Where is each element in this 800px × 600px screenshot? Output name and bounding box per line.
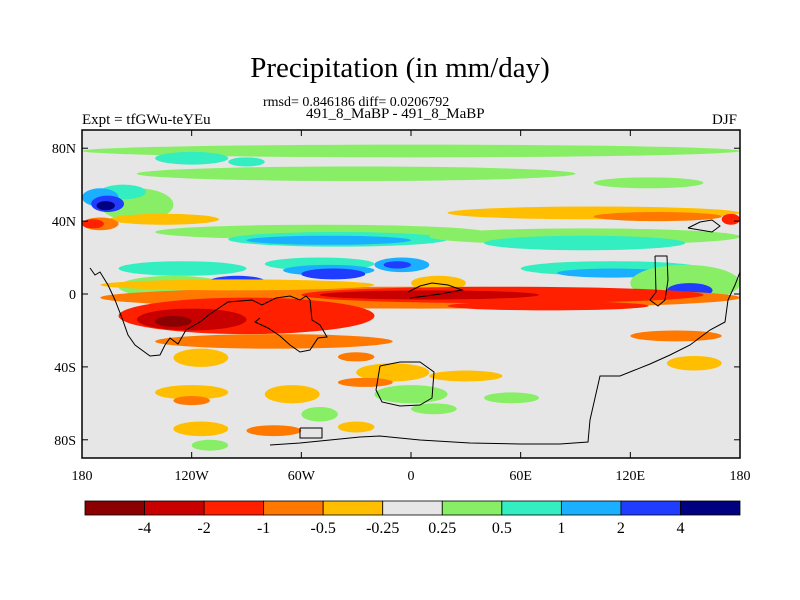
precip-region [447, 301, 649, 311]
precip-region [411, 403, 457, 415]
colorbar-label: 1 [557, 520, 565, 537]
coastline-antarctica [269, 271, 740, 446]
y-tick-label: 80N [52, 142, 76, 157]
precip-region [109, 213, 220, 225]
x-tick-label: 60E [509, 469, 532, 484]
x-tick-label: 0 [408, 469, 415, 484]
precip-region [593, 212, 722, 222]
coastline-island [375, 361, 435, 407]
precip-region [118, 261, 247, 276]
y-tick-label: 0 [69, 288, 76, 303]
precip-region [484, 392, 539, 404]
precip-contour-fill [82, 144, 740, 451]
colorbar-swatch [382, 500, 443, 516]
precip-region [82, 144, 740, 158]
colorbar-label: 4 [676, 520, 684, 537]
colorbar-label: -0.5 [311, 520, 336, 537]
precip-region [301, 268, 366, 280]
precip-region [246, 425, 302, 437]
y-tick-label: 40N [52, 215, 76, 230]
precip-region [484, 235, 686, 251]
precip-region [383, 261, 411, 269]
precip-region [96, 201, 115, 211]
colorbar-swatch [680, 500, 741, 516]
colorbar-swatch [501, 500, 562, 516]
precip-region [155, 385, 229, 400]
colorbar-label: 0.25 [428, 520, 456, 537]
plot-title: Precipitation (in mm/day) [250, 52, 550, 84]
x-tick-label: 180 [730, 469, 751, 484]
precip-region [666, 355, 722, 371]
coastline-aleutian [687, 219, 721, 233]
comparison-runs-label: 491_8_MaBP - 491_8_MaBP [306, 106, 485, 122]
precip-region [173, 421, 229, 437]
colorbar-swatch [560, 500, 622, 516]
precip-region [264, 385, 320, 404]
colorbar-swatch [84, 500, 145, 516]
precip-region [337, 352, 375, 362]
x-tick-label: 60W [288, 469, 316, 484]
y-tick-label: 80S [54, 434, 76, 449]
colorbar-swatch [620, 500, 681, 516]
precip-region [337, 421, 375, 433]
colorbar-label: 2 [617, 520, 625, 537]
colorbar-label: -4 [138, 520, 151, 537]
precip-region [173, 348, 229, 367]
x-tick-label: 120E [616, 469, 646, 484]
precip-region [319, 290, 539, 300]
experiment-label: Expt = tfGWu-teYEu [82, 112, 211, 128]
colorbar-label: 0.5 [492, 520, 512, 537]
coastline-americas [89, 267, 328, 357]
colorbar-swatch [144, 500, 205, 516]
precip-region [100, 279, 375, 291]
precip-region [337, 377, 393, 387]
precip-region [155, 315, 192, 327]
rmsd-diff-label: rmsd= 0.846186 diff= 0.0206792 [263, 95, 450, 110]
axis-ticks: 180 120W 60W 0 60E 120E 180 80N 40N 0 40S 80S [52, 130, 751, 484]
precip-region [246, 235, 411, 245]
precip-region [136, 166, 576, 182]
coastline-africa-eurasia [407, 282, 464, 299]
colorbar-label: -1 [257, 520, 270, 537]
x-tick-label: 180 [72, 469, 93, 484]
colorbar-swatch [203, 500, 265, 516]
colorbar-swatch [263, 500, 324, 516]
precip-region [191, 439, 229, 451]
precip-region [301, 406, 338, 422]
precip-region [593, 177, 704, 189]
colorbar-swatch [322, 500, 384, 516]
map-plot-area [82, 130, 740, 458]
coastline-wedge [299, 427, 323, 439]
coastline-asia-east [649, 255, 669, 307]
colorbar-swatch [441, 500, 503, 516]
coastline-outline [89, 219, 740, 446]
precip-region [173, 396, 210, 406]
precip-region [721, 213, 740, 225]
precip-region [155, 334, 393, 349]
colorbar: -4 -2 -1 -0.5 -0.25 0.25 0.5 1 2 4 [84, 500, 741, 537]
colorbar-label: -2 [197, 520, 210, 537]
precip-region [228, 157, 265, 167]
precip-region [356, 363, 430, 382]
colorbar-label: -0.25 [366, 520, 399, 537]
y-tick-label: 40S [54, 361, 76, 376]
precip-region [155, 151, 229, 165]
x-tick-label: 120W [175, 469, 210, 484]
precip-region [429, 370, 503, 382]
precip-region [374, 385, 448, 404]
season-label: DJF [712, 112, 738, 128]
